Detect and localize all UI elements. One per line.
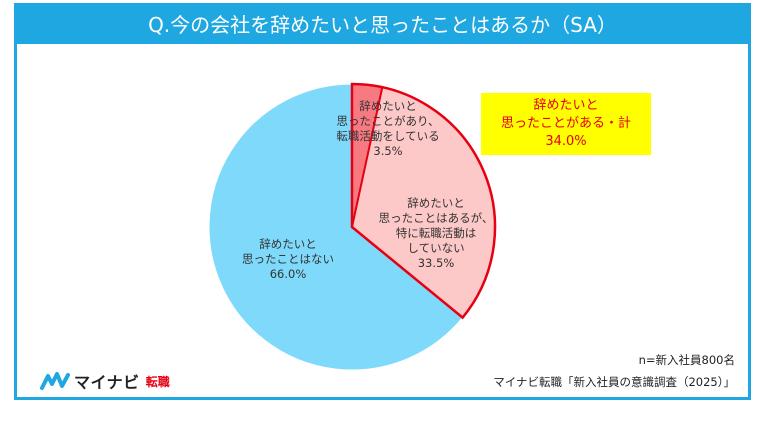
callout-line: 思ったことがある・計 [500,116,631,131]
sample-note: n=新入社員800名 [638,353,735,367]
slice-label-never: 辞めたいと 思ったことはない 66.0% [228,237,348,282]
slice-value: 66.0% [269,267,307,281]
label-line: 思ったことはあるが、 [378,211,494,225]
label-line: 思ったことがあり、 [336,114,440,128]
slice-label-considering: 辞めたいと 思ったことはあるが、 特に転職活動は していない 33.5% [376,196,496,271]
slice-label-job-hunting: 辞めたいと 思ったことがあり、 転職活動をしている 3.5% [318,99,458,159]
label-line: 辞めたいと [407,196,465,210]
label-line: 辞めたいと [259,237,317,251]
label-line: 転職活動をしている [336,129,440,143]
source-note: マイナビ転職「新入社員の意識調査（2025）」 [493,375,735,389]
logo-sub: 転職 [145,374,170,389]
pie-highlight-divider [351,87,384,228]
pie-highlight-outline [350,82,497,320]
slice-value: 3.5% [373,144,403,158]
label-line: 思ったことはない [242,252,334,266]
mynavi-logo-icon [40,372,70,390]
callout-box: 辞めたいと 思ったことがある・計 34.0% [481,93,651,155]
chart-title: Q.今の会社を辞めたいと思ったことはあるか（SA） [17,6,748,44]
label-line: していない [407,241,465,255]
pie-slice-never [208,83,464,371]
logo-brand: マイナビ [74,373,140,392]
label-line: 特に転職活動は [395,226,477,240]
slice-value: 33.5% [417,256,455,270]
callout-value: 34.0% [545,134,587,149]
brand-logo: マイナビ 転職 [40,370,170,392]
callout-line: 辞めたいと [533,98,599,113]
label-line: 辞めたいと [359,99,417,113]
